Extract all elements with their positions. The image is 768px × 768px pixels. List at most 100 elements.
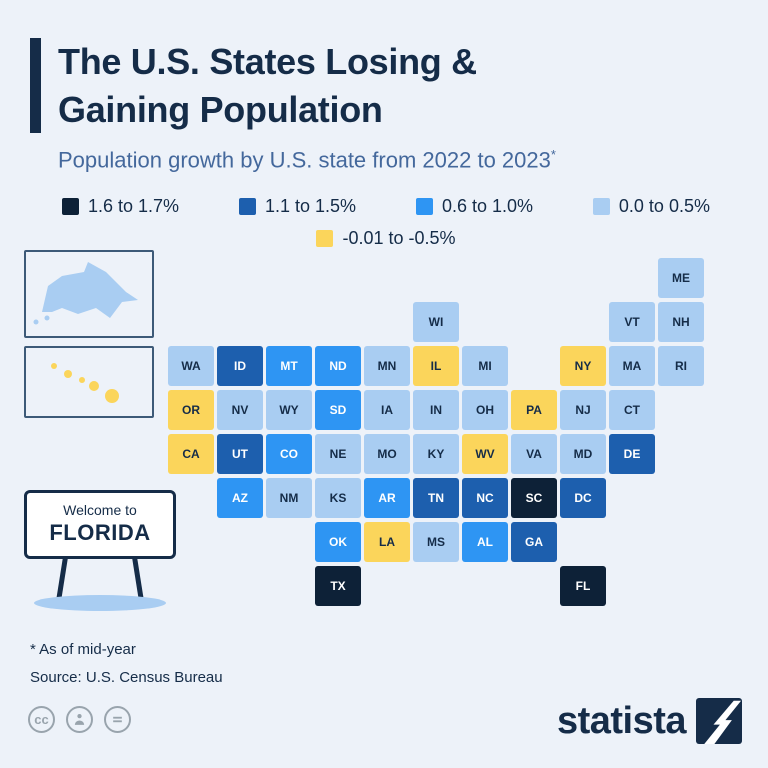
state-tile-CO: CO: [266, 434, 312, 474]
legend-row-2: -0.01 to -0.5%: [62, 228, 710, 249]
state-tile-CA: CA: [168, 434, 214, 474]
sign-post-left: [56, 552, 69, 600]
statista-logo-mark: [696, 698, 742, 744]
hawaii-inset-box: [24, 346, 154, 418]
state-tile-NY: NY: [560, 346, 606, 386]
sign-line1: Welcome to: [63, 502, 137, 518]
state-tile-WI: WI: [413, 302, 459, 342]
cc-icon[interactable]: cc: [28, 706, 55, 733]
legend-label: 1.6 to 1.7%: [88, 196, 180, 216]
legend-label: 0.0 to 0.5%: [618, 196, 710, 216]
header: The U.S. States Losing & Gaining Populat…: [30, 38, 556, 173]
statista-bolt-icon: [704, 700, 742, 744]
state-tile-NJ: NJ: [560, 390, 606, 430]
state-tile-KY: KY: [413, 434, 459, 474]
state-tile-LA: LA: [364, 522, 410, 562]
legend-swatch: [62, 198, 79, 215]
hawaii-shape: [51, 363, 119, 403]
legend-item-2: 0.6 to 1.0%: [415, 196, 534, 217]
state-tile-KS: KS: [315, 478, 361, 518]
state-tile-NC: NC: [462, 478, 508, 518]
state-tile-TX: TX: [315, 566, 361, 606]
chart-subtitle-text: Population growth by U.S. state from 202…: [58, 147, 551, 173]
person-icon: [74, 713, 85, 725]
state-tile-DC: DC: [560, 478, 606, 518]
state-tile-WA: WA: [168, 346, 214, 386]
state-tile-PA: PA: [511, 390, 557, 430]
state-tile-MS: MS: [413, 522, 459, 562]
legend: 1.6 to 1.7% 1.1 to 1.5% 0.6 to 1.0% 0.0 to …: [62, 196, 710, 249]
state-tile-MO: MO: [364, 434, 410, 474]
state-tile-VA: VA: [511, 434, 557, 474]
statista-wordmark: statista: [556, 699, 687, 742]
equals-icon: [113, 716, 122, 723]
state-tile-TN: TN: [413, 478, 459, 518]
welcome-florida-sign: Welcome to FLORIDA: [24, 490, 176, 611]
legend-item-0: 1.6 to 1.7%: [62, 196, 179, 217]
sign-post-right: [131, 552, 144, 600]
state-tile-MN: MN: [364, 346, 410, 386]
state-tile-SD: SD: [315, 390, 361, 430]
state-tile-MT: MT: [266, 346, 312, 386]
source-note: Source: U.S. Census Bureau: [30, 668, 223, 686]
state-tile-FL: FL: [560, 566, 606, 606]
state-tile-NH: NH: [658, 302, 704, 342]
footnotes: * As of mid-year Source: U.S. Census Bur…: [30, 636, 223, 692]
state-tile-WY: WY: [266, 390, 312, 430]
cc-icon-label: cc: [34, 712, 49, 727]
state-tile-OR: OR: [168, 390, 214, 430]
state-tile-ME: ME: [658, 258, 704, 298]
state-tile-AR: AR: [364, 478, 410, 518]
state-tile-OK: OK: [315, 522, 361, 562]
state-tile-IL: IL: [413, 346, 459, 386]
state-tile-NE: NE: [315, 434, 361, 474]
state-tile-ND: ND: [315, 346, 361, 386]
legend-label: -0.01 to -0.5%: [342, 228, 456, 248]
state-tile-VT: VT: [609, 302, 655, 342]
state-tile-MA: MA: [609, 346, 655, 386]
state-tile-UT: UT: [217, 434, 263, 474]
page-title-line2: Gaining Population: [58, 88, 383, 130]
legend-item-1: 1.1 to 1.5%: [238, 196, 357, 217]
page-title: The U.S. States Losing & Gaining Populat…: [58, 38, 477, 133]
legend-swatch: [592, 198, 610, 215]
state-tile-OH: OH: [462, 390, 508, 430]
state-tile-ID: ID: [217, 346, 263, 386]
footnote-marker: *: [550, 147, 556, 163]
chart-subtitle: Population growth by U.S. state from 202…: [58, 147, 556, 173]
footnote-asterisk: * As of mid-year: [30, 641, 136, 658]
license-badges: cc: [28, 706, 131, 733]
sign-line2: FLORIDA: [49, 520, 151, 545]
state-tile-IN: IN: [413, 390, 459, 430]
state-tile-AL: AL: [462, 522, 508, 562]
statista-logo[interactable]: statista: [557, 698, 742, 744]
legend-label: 1.1 to 1.5%: [264, 196, 357, 216]
state-tile-AZ: AZ: [217, 478, 263, 518]
cc-attribution-icon[interactable]: [66, 706, 93, 733]
state-tile-GA: GA: [511, 522, 557, 562]
alaska-inset-box: [24, 250, 154, 338]
state-tile-NM: NM: [266, 478, 312, 518]
alaska-shape: [33, 262, 138, 325]
legend-item-4: -0.01 to -0.5%: [316, 228, 456, 249]
legend-row-1: 1.6 to 1.7% 1.1 to 1.5% 0.6 to 1.0% 0.0 to …: [62, 196, 710, 217]
state-tile-IA: IA: [364, 390, 410, 430]
state-tile-WV: WV: [462, 434, 508, 474]
sign-board: Welcome to FLORIDA: [24, 490, 176, 559]
legend-swatch: [238, 198, 256, 215]
state-tile-CT: CT: [609, 390, 655, 430]
state-tile-DE: DE: [609, 434, 655, 474]
sign-posts: [24, 552, 176, 600]
legend-label: 0.6 to 1.0%: [441, 196, 534, 216]
title-accent-bar: [30, 38, 41, 134]
state-tile-MI: MI: [462, 346, 508, 386]
legend-item-3: 0.0 to 0.5%: [592, 196, 710, 217]
sign-base-shadow: [34, 595, 166, 611]
state-tile-NV: NV: [217, 390, 263, 430]
legend-swatch: [316, 230, 334, 247]
legend-swatch: [415, 198, 433, 215]
state-tile-SC: SC: [511, 478, 557, 518]
state-tile-RI: RI: [658, 346, 704, 386]
cc-nd-icon[interactable]: [104, 706, 131, 733]
page-title-line1: The U.S. States Losing &: [58, 41, 477, 82]
